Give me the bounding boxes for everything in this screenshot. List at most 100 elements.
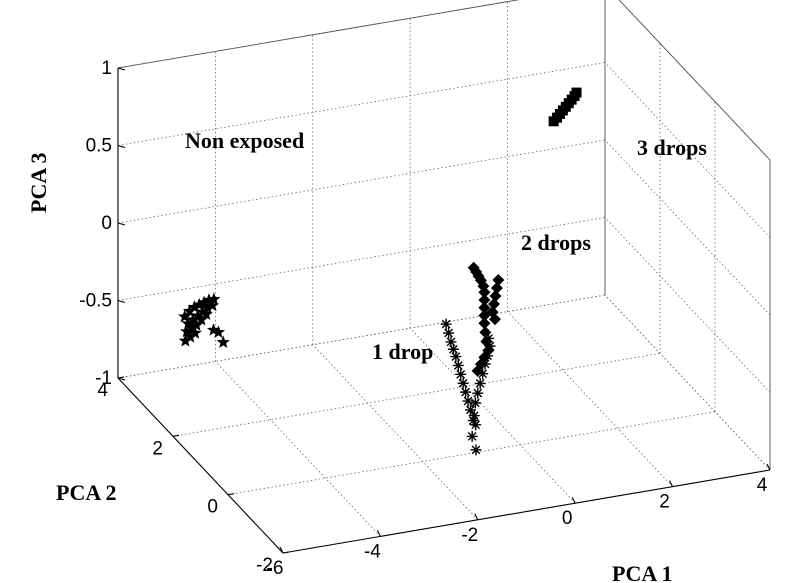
floor-grid-x	[507, 311, 673, 487]
z-tick-label: 1	[101, 58, 112, 79]
marker-star	[206, 323, 221, 336]
marker-asterisk	[462, 395, 474, 407]
marker-star	[186, 312, 200, 326]
marker-asterisk	[474, 377, 486, 389]
data-markers	[177, 87, 582, 456]
marker-diamond	[471, 364, 484, 377]
box-edges	[117, 0, 771, 554]
x-tick-mark	[474, 513, 479, 521]
marker-star	[216, 335, 230, 349]
marker-star	[184, 320, 199, 334]
y-tick-label: 4	[97, 380, 108, 401]
z-tick-label: -1	[95, 368, 112, 389]
marker-asterisk	[469, 397, 481, 409]
marker-asterisk	[472, 387, 484, 399]
marker-asterisk	[452, 359, 464, 371]
y-tick-mark	[282, 551, 290, 554]
marker-diamond	[479, 326, 492, 339]
x-tick-label: 2	[659, 492, 670, 513]
marker-star	[189, 318, 204, 331]
marker-star	[180, 324, 194, 338]
marker-star	[178, 333, 193, 347]
marker-diamond	[478, 286, 491, 299]
marker-asterisk	[468, 410, 480, 422]
marker-asterisk	[440, 318, 452, 330]
box-edge-top-right	[618, 0, 771, 161]
y-tick-label: 2	[152, 438, 163, 459]
marker-star	[181, 316, 195, 330]
marker-diamond	[488, 313, 501, 326]
y-axis-label: PCA 2	[56, 480, 117, 505]
grid-lines	[117, 0, 771, 554]
marker-star	[194, 312, 209, 326]
marker-diamond	[490, 281, 503, 294]
marker-diamond	[487, 297, 500, 310]
marker-star	[197, 295, 211, 309]
x-tick-mark	[376, 530, 381, 537]
x-tick-mark	[766, 463, 771, 471]
right-wall-grid-z	[604, 62, 771, 238]
marker-star	[196, 304, 210, 318]
series-4-square	[548, 87, 582, 127]
marker-asterisk	[457, 377, 469, 389]
marker-asterisk	[447, 343, 459, 355]
z-tick-mark	[117, 299, 126, 304]
marker-star	[199, 307, 213, 320]
x-tick-label: -4	[364, 541, 381, 562]
x-tick-mark	[669, 480, 674, 487]
right-wall-grid-z	[604, 139, 771, 316]
marker-asterisk	[445, 336, 457, 348]
x-tick-label: 4	[757, 475, 768, 496]
marker-asterisk	[460, 386, 472, 398]
marker-diamond	[492, 273, 505, 286]
marker-asterisk	[477, 368, 489, 380]
marker-asterisk	[443, 327, 455, 339]
right-wall-grid-z	[604, 217, 771, 393]
marker-star	[200, 301, 215, 314]
marker-star	[183, 330, 197, 343]
annotation-non-exposed: Non exposed	[185, 128, 304, 153]
x-tick-label: -2	[461, 525, 478, 546]
marker-asterisk	[455, 368, 467, 380]
marker-asterisk	[470, 444, 482, 456]
x-tick-label: 0	[562, 508, 573, 529]
z-axis-label: PCA 3	[26, 153, 51, 214]
series-3-diamond	[467, 261, 505, 377]
y-tick-mark	[227, 493, 235, 496]
series-1-star	[177, 292, 230, 349]
floor-grid-x	[312, 344, 479, 521]
marker-asterisk	[470, 419, 482, 431]
marker-diamond	[489, 289, 502, 302]
y-tick-label: -2	[256, 555, 273, 576]
z-tick-label: -0.5	[79, 291, 112, 312]
marker-square	[571, 87, 582, 98]
marker-diamond	[480, 335, 493, 348]
marker-asterisk	[464, 404, 476, 416]
marker-star	[211, 325, 226, 339]
marker-star	[207, 292, 221, 305]
floor-grid-x	[409, 327, 576, 504]
z-tick-label: 0.5	[86, 136, 112, 157]
marker-star	[191, 308, 205, 322]
marker-star	[182, 304, 197, 317]
z-tick-mark	[117, 144, 126, 149]
y-axis-line	[117, 377, 284, 554]
marker-diamond	[478, 293, 491, 306]
back-wall-grid-z	[117, 0, 520, 69]
z-tick-mark	[117, 377, 126, 381]
z-tick-label: 0	[101, 213, 112, 234]
marker-star	[192, 297, 206, 311]
annotation-1-drop: 1 drop	[372, 339, 433, 364]
marker-star	[188, 326, 202, 339]
marker-asterisk	[467, 415, 479, 427]
y-tick-label: 0	[207, 497, 218, 518]
x-tick-label: -6	[267, 558, 284, 579]
marker-star	[187, 300, 202, 313]
x-axis-label: PCA 1	[612, 561, 673, 583]
marker-star	[205, 298, 220, 312]
marker-asterisk	[466, 430, 478, 442]
marker-asterisk	[450, 351, 462, 363]
z-tick-mark	[117, 67, 126, 71]
